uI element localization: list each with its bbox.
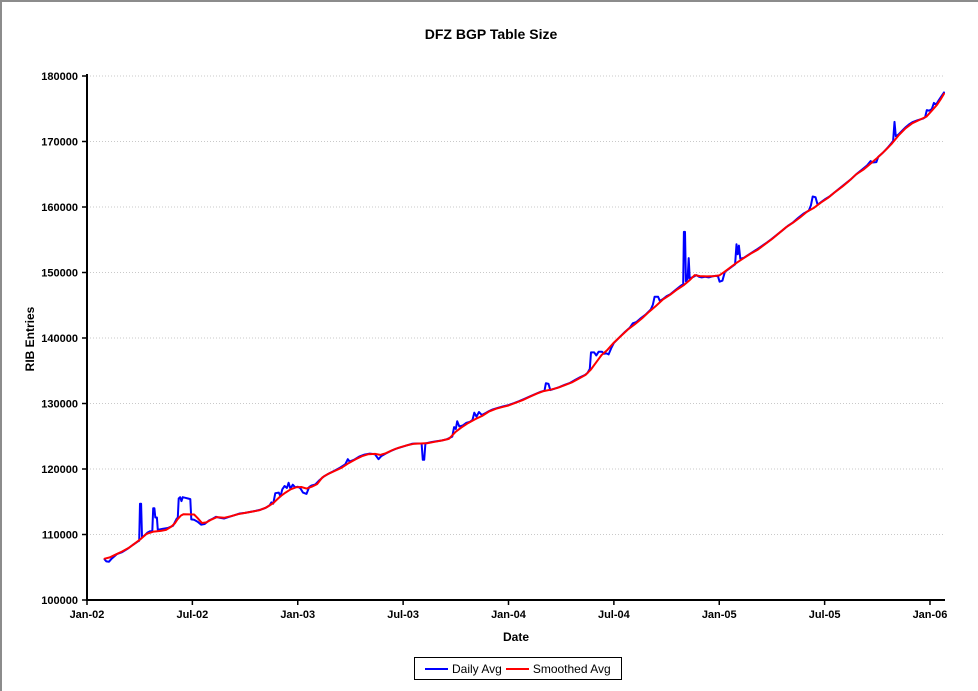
chart-title: DFZ BGP Table Size xyxy=(424,26,558,42)
smoothed-avg-line-swatch xyxy=(505,667,529,670)
x-tick-label: Jan-02 xyxy=(70,609,105,621)
x-tick-label: Jul-04 xyxy=(598,609,631,621)
x-tick-label: Jan-05 xyxy=(702,609,737,621)
y-tick-label: 180000 xyxy=(41,71,78,83)
daily-avg-line-swatch xyxy=(425,667,448,670)
x-tick-label: Jul-02 xyxy=(176,609,208,621)
x-tick-label: Jul-03 xyxy=(387,609,419,621)
y-tick-label: 120000 xyxy=(41,464,78,476)
y-tick-label: 110000 xyxy=(42,530,78,542)
legend-label-daily-avg: Daily Avg xyxy=(452,661,502,676)
y-tick-label: 100000 xyxy=(41,595,78,607)
y-tick-label: 150000 xyxy=(41,268,78,280)
series-line-smoothed-avg xyxy=(103,92,945,560)
x-axis-title: Date xyxy=(502,630,529,644)
series-line-daily-avg xyxy=(103,91,945,563)
legend-item-daily-avg: Daily Avg xyxy=(425,662,502,676)
x-tick-label: Jan-04 xyxy=(491,609,527,621)
legend-label-smoothed-avg: Smoothed Avg xyxy=(532,661,611,676)
y-tick-label: 160000 xyxy=(41,202,78,214)
x-tick-label: Jul-05 xyxy=(809,609,841,621)
legend-item-smoothed-avg: Smoothed Avg xyxy=(505,661,611,676)
x-tick-label: Jan-03 xyxy=(280,609,315,621)
y-tick-label: 130000 xyxy=(41,399,78,411)
y-tick-label: 170000 xyxy=(41,137,78,149)
x-tick-label: Jan-06 xyxy=(913,609,948,621)
y-tick-label: 140000 xyxy=(41,333,78,345)
legend: Daily Avg Smoothed Avg xyxy=(414,657,622,680)
